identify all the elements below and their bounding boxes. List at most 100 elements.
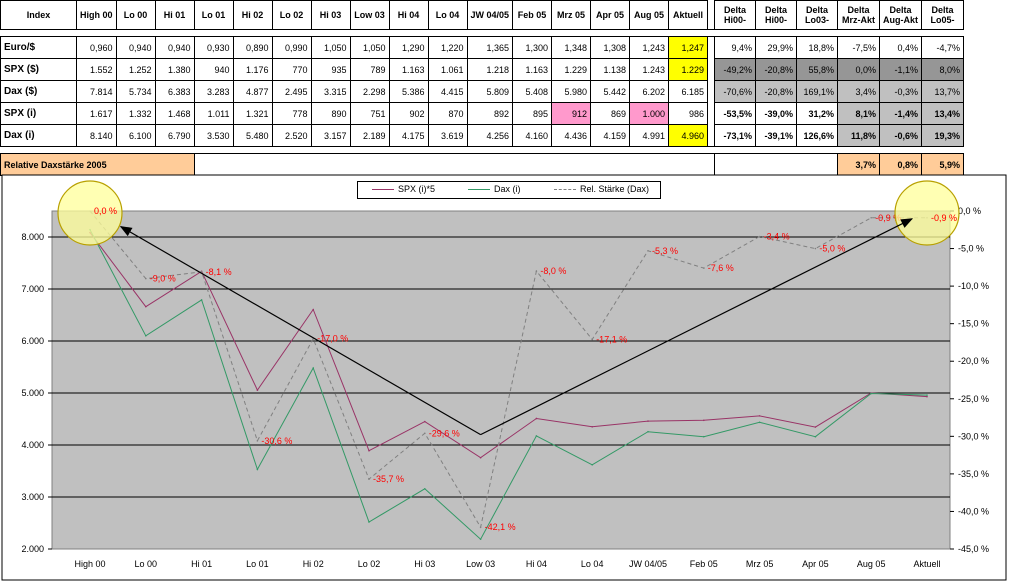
delta-header-l2: Lo05- bbox=[930, 15, 955, 25]
delta-header-l1: Delta bbox=[889, 5, 912, 15]
header-cell: Aktuell bbox=[668, 0, 709, 30]
data-point bbox=[535, 417, 538, 420]
table-cell: 1.218 bbox=[466, 58, 514, 81]
data-point bbox=[591, 464, 593, 466]
delta-cell: 13,7% bbox=[921, 80, 965, 103]
table-cell: 1.176 bbox=[232, 58, 273, 81]
table-cell: 6.202 bbox=[629, 80, 670, 103]
series-line bbox=[89, 232, 928, 459]
table-cell: 4.436 bbox=[551, 124, 592, 147]
table-cell: 6.100 bbox=[115, 124, 156, 147]
legend-label: SPX (i)*5 bbox=[398, 184, 436, 194]
table-cell: 1.163 bbox=[512, 58, 553, 81]
legend-entry: SPX (i)*5 bbox=[372, 184, 435, 194]
delta-cell: -39,1% bbox=[755, 124, 798, 147]
data-point bbox=[200, 299, 203, 301]
delta-cell: -20,8% bbox=[755, 58, 798, 81]
delta-cell: -0,3% bbox=[879, 80, 923, 103]
delta-cell: -20,8% bbox=[755, 80, 798, 103]
x-tick-label: JW 04/05 bbox=[629, 559, 667, 569]
data-label: -8,1 % bbox=[206, 267, 232, 277]
table-cell: 5.809 bbox=[466, 80, 514, 103]
header-cell: Hi 04 bbox=[388, 0, 429, 30]
row-label: Dax ($) bbox=[0, 80, 77, 103]
delta-cell: 3,4% bbox=[837, 80, 881, 103]
delta-cell: -1,4% bbox=[879, 102, 923, 125]
x-tick-label: Low 03 bbox=[466, 559, 495, 569]
table-cell: 8.140 bbox=[76, 124, 117, 147]
table-cell: 4.877 bbox=[232, 80, 273, 103]
data-table: Index High 00 Lo 00 Hi 01 Lo 01 Hi 02 Lo… bbox=[0, 0, 965, 176]
data-point bbox=[368, 478, 370, 480]
delta-cell: 19,3% bbox=[921, 124, 965, 147]
table-cell: 1.163 bbox=[388, 58, 429, 81]
table-cell: 1,050 bbox=[310, 36, 351, 59]
relative-empty bbox=[714, 153, 839, 176]
table-cell: 0,940 bbox=[154, 36, 195, 59]
table-cell: 5.408 bbox=[512, 80, 553, 103]
data-point bbox=[926, 394, 928, 396]
table-cell: 1.000 bbox=[629, 102, 670, 125]
data-point bbox=[312, 308, 315, 311]
data-point bbox=[256, 389, 259, 391]
table-cell: 7.814 bbox=[76, 80, 117, 103]
data-point bbox=[368, 521, 370, 523]
data-point bbox=[703, 419, 705, 422]
y-right-tick-label: -5,0 % bbox=[958, 244, 984, 254]
delta-cell: -4,7% bbox=[921, 36, 965, 59]
data-point bbox=[535, 270, 538, 272]
table-cell: 5.386 bbox=[388, 80, 429, 103]
header-cell: Low 03 bbox=[349, 0, 390, 30]
delta-header: Delta Hi00- bbox=[755, 0, 798, 30]
delta-header: Delta Lo05- bbox=[921, 0, 965, 30]
table-cell: 778 bbox=[271, 102, 312, 125]
data-point bbox=[591, 426, 593, 428]
table-cell: 935 bbox=[310, 58, 351, 81]
delta-header-l2: Lo03- bbox=[805, 15, 830, 25]
table-cell: 1,247 bbox=[668, 36, 709, 59]
delta-cell: 169,1% bbox=[796, 80, 839, 103]
plot-area bbox=[51, 210, 951, 550]
data-point bbox=[424, 488, 426, 490]
delta-cell: 0,0% bbox=[837, 58, 881, 81]
header-cell: Aug 05 bbox=[629, 0, 670, 30]
data-label: -0,9 % bbox=[931, 213, 957, 223]
data-point bbox=[256, 440, 259, 442]
table-cell: 5.480 bbox=[232, 124, 273, 147]
header-cell: Lo 00 bbox=[115, 0, 156, 30]
legend-swatch bbox=[554, 188, 576, 190]
table-cell: 0,930 bbox=[193, 36, 234, 59]
table-cell: 0,940 bbox=[115, 36, 156, 59]
header-cell: Hi 02 bbox=[232, 0, 273, 30]
table-cell: 1,300 bbox=[512, 36, 553, 59]
table-cell: 869 bbox=[590, 102, 631, 125]
data-label: -29,6 % bbox=[429, 428, 460, 438]
table-cell: 1.061 bbox=[427, 58, 468, 81]
table-cell: 4.415 bbox=[427, 80, 468, 103]
delta-header-l2: Mrz-Akt bbox=[842, 15, 876, 25]
table-cell: 3.619 bbox=[427, 124, 468, 147]
table-cell: 3.315 bbox=[310, 80, 351, 103]
spacer-cell bbox=[0, 146, 964, 154]
table-cell: 1,308 bbox=[590, 36, 631, 59]
y-right-tick-label: 0,0 % bbox=[958, 206, 981, 216]
data-point bbox=[256, 468, 259, 471]
x-tick-label: High 00 bbox=[74, 559, 105, 569]
delta-cell: 8,1% bbox=[837, 102, 881, 125]
delta-cell: 9,4% bbox=[714, 36, 757, 59]
data-point bbox=[591, 338, 593, 341]
table-cell: 2.189 bbox=[349, 124, 390, 147]
x-tick-label: Mrz 05 bbox=[746, 559, 774, 569]
relative-value: 5,9% bbox=[921, 153, 965, 176]
gap-cell bbox=[707, 36, 716, 59]
table-cell: 1.332 bbox=[115, 102, 156, 125]
table-cell: 940 bbox=[193, 58, 234, 81]
table-cell: 1,243 bbox=[629, 36, 670, 59]
delta-header: Delta Aug-Akt bbox=[879, 0, 923, 30]
data-point bbox=[758, 235, 761, 238]
data-point bbox=[479, 456, 482, 459]
delta-header: Delta Mrz-Akt bbox=[837, 0, 881, 30]
data-point bbox=[647, 420, 649, 422]
header-cell: Lo 01 bbox=[193, 0, 234, 30]
data-point bbox=[647, 430, 649, 433]
